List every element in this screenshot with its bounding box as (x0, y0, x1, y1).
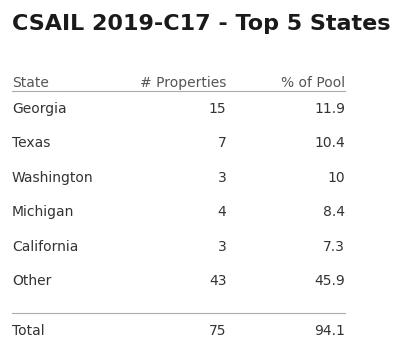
Text: Texas: Texas (12, 136, 50, 150)
Text: Georgia: Georgia (12, 102, 67, 116)
Text: Washington: Washington (12, 171, 94, 185)
Text: State: State (12, 76, 49, 90)
Text: 45.9: 45.9 (315, 274, 345, 288)
Text: 3: 3 (218, 171, 226, 185)
Text: Other: Other (12, 274, 51, 288)
Text: 10.4: 10.4 (315, 136, 345, 150)
Text: Michigan: Michigan (12, 205, 74, 219)
Text: California: California (12, 240, 79, 253)
Text: 11.9: 11.9 (314, 102, 345, 116)
Text: 43: 43 (209, 274, 226, 288)
Text: # Properties: # Properties (140, 76, 226, 90)
Text: 8.4: 8.4 (323, 205, 345, 219)
Text: 3: 3 (218, 240, 226, 253)
Text: 10: 10 (328, 171, 345, 185)
Text: 7.3: 7.3 (323, 240, 345, 253)
Text: 4: 4 (218, 205, 226, 219)
Text: 75: 75 (209, 325, 226, 337)
Text: Total: Total (12, 325, 45, 337)
Text: 15: 15 (209, 102, 226, 116)
Text: % of Pool: % of Pool (281, 76, 345, 90)
Text: 7: 7 (218, 136, 226, 150)
Text: CSAIL 2019-C17 - Top 5 States: CSAIL 2019-C17 - Top 5 States (12, 13, 391, 34)
Text: 94.1: 94.1 (314, 325, 345, 337)
